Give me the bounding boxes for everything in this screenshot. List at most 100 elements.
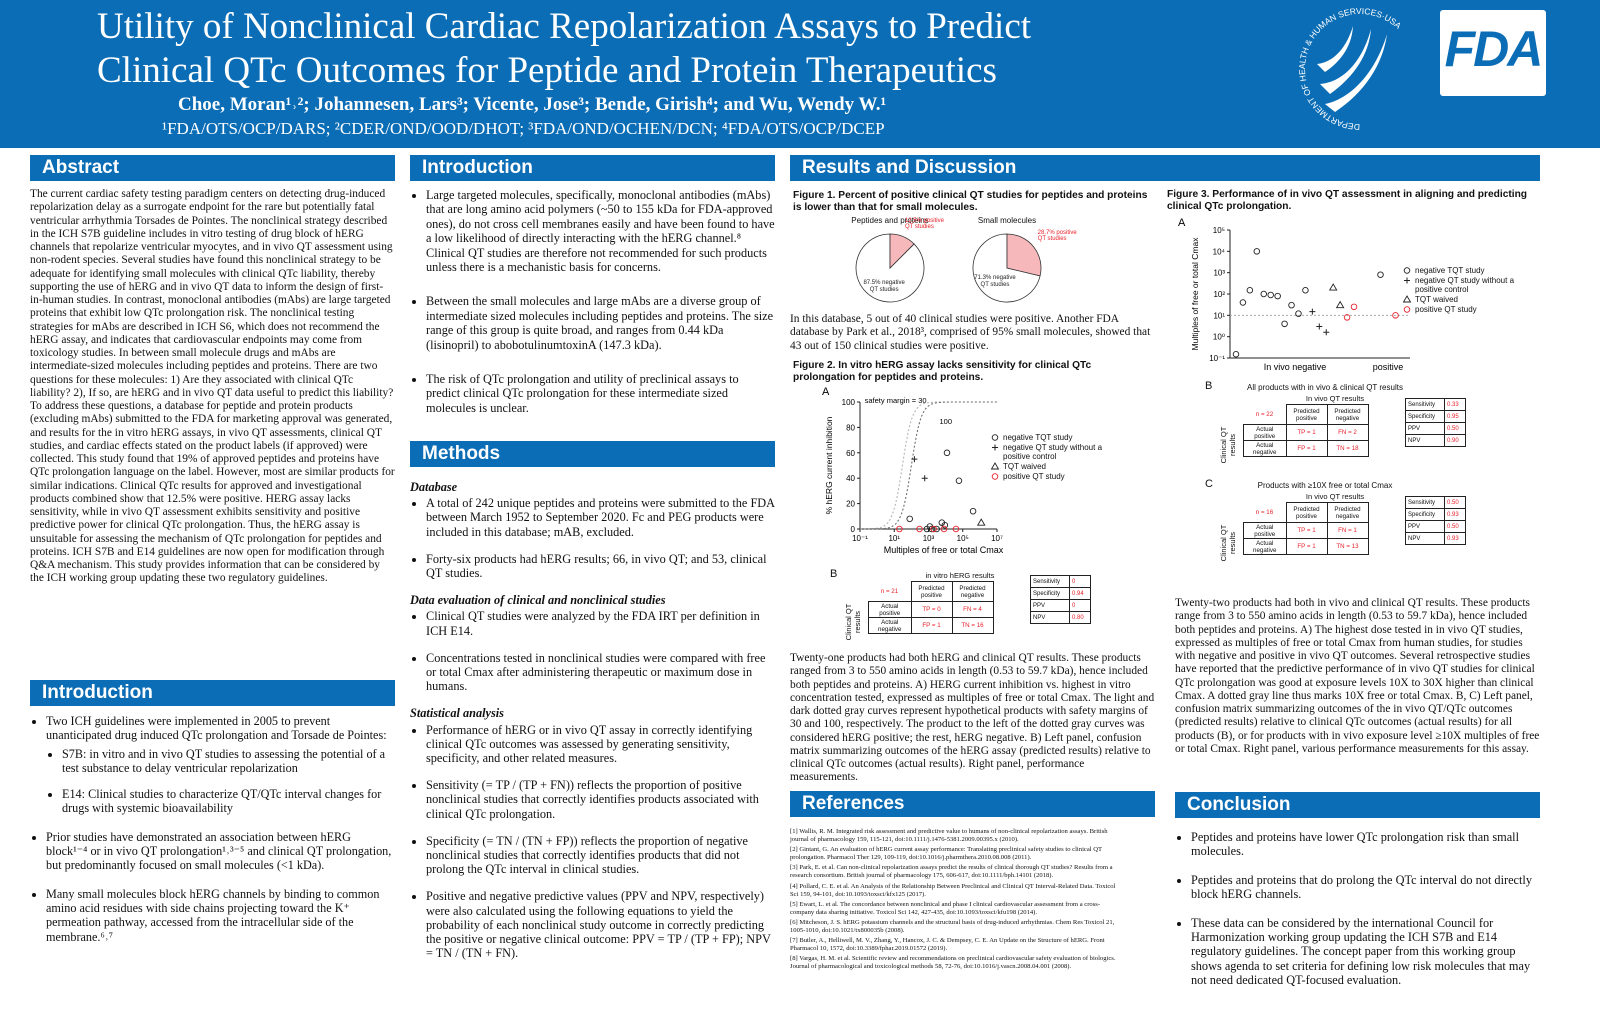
matrix-top-label: in vitro hERG results — [925, 571, 995, 580]
pie-title: Small molecules — [977, 216, 1037, 225]
legend-marker — [991, 473, 999, 480]
y-axis-label: Multiples of free or total Cmax — [1190, 237, 1200, 351]
fda-logo: FDA — [1444, 21, 1544, 77]
metric-row: PPV 0.50 — [1405, 520, 1466, 533]
matrix-side-label: Clinical QT results — [844, 603, 862, 641]
data-point — [923, 525, 931, 533]
sub-item: S7B: in vitro and in vivo QT studies to … — [62, 747, 395, 776]
data-point — [1295, 310, 1302, 317]
safety-margin-curve — [860, 401, 997, 530]
pie-slice — [972, 233, 1041, 303]
data-point — [1260, 290, 1267, 298]
bullet-item: Positive and negative predictive values … — [426, 889, 775, 960]
reference: [6] Mitcheson, J. S. hERG potassium chan… — [790, 918, 1115, 935]
figure-1: Peptides and proteins 87.5% negative QT s… — [790, 216, 1155, 308]
x-tick-label: 10³ — [923, 534, 935, 543]
y-tick-label: 80 — [846, 423, 855, 432]
bullet-list: Performance of hERG or in vivo QT assay … — [410, 723, 775, 961]
matrix-side-label: Clinical QT results — [1219, 524, 1237, 562]
bullet-item: A total of 242 unique peptides and prote… — [426, 496, 775, 539]
legend-entry: negative QT study without a positive con… — [1402, 276, 1537, 294]
confusion-matrix: n = 22 Predicted positive Predicted negati… — [1243, 404, 1369, 457]
matrix-row: n = 22 Predicted positive Predicted negati… — [1244, 404, 1369, 425]
legend-entry: TQT waived — [990, 462, 1125, 471]
pie-slice — [1006, 233, 1042, 277]
data-point — [1246, 286, 1254, 294]
y-tick-label: 100 — [842, 398, 856, 407]
panel-label: A — [1178, 217, 1186, 229]
data-point — [1403, 267, 1411, 274]
pie-label: 71.3% negative QT studies — [974, 275, 1016, 288]
data-point — [1302, 286, 1309, 294]
pie-label: 87.5% negative QT studies — [863, 280, 905, 293]
data-point — [990, 462, 1000, 470]
matrix-column-header: Predicted positive — [1285, 502, 1328, 523]
matrix-column-header: Predicted negative — [1326, 404, 1369, 425]
bullet-item: Between the small molecules and large mA… — [426, 294, 775, 352]
matrix-cell: FN = 2 — [1326, 424, 1369, 441]
legend-marker — [1403, 267, 1411, 274]
y-tick-label: 10⁻¹ — [1209, 354, 1225, 363]
data-point — [1335, 300, 1345, 309]
matrix-row: Actual negative FP = 1 TN = 16 — [868, 617, 994, 634]
matrix-top-label: In vivo QT results — [1305, 394, 1365, 403]
data-point — [991, 473, 999, 480]
data-point — [1377, 271, 1384, 278]
safety-margin-label: 100 — [940, 417, 953, 426]
subsection-heading: Data evaluation of clinical and nonclini… — [410, 593, 666, 608]
figure-caption: Figure 2. In vitro hERG assay lacks sens… — [793, 360, 1092, 383]
abstract-text: The current cardiac safety testing parad… — [30, 188, 395, 585]
matrix-column-header: Predicted positive — [910, 581, 953, 602]
metrics-table: Sensitivity 0 Specificity 0.94 PPV 0 NPV 0.80 — [1030, 575, 1091, 624]
data-point — [1274, 292, 1281, 300]
metric-row: NPV 0.80 — [1030, 611, 1091, 624]
metric-name: Sensitivity — [1405, 496, 1445, 509]
methods-body: Database A total of 242 unique peptides a… — [410, 476, 775, 973]
metric-name: Specificity — [1405, 508, 1445, 521]
subsection-heading: Statistical analysis — [410, 706, 504, 721]
data-point — [1328, 283, 1338, 291]
bullet-item: Many small molecules block hERG channels… — [46, 887, 395, 944]
metric-row: Sensitivity 0 — [1030, 575, 1091, 588]
legend-marker — [1403, 306, 1411, 313]
matrix-cell: TP = 0 — [910, 601, 953, 618]
y-tick-label: 10⁰ — [1213, 333, 1225, 342]
confusion-matrix: n = 16 Predicted positive Predicted negati… — [1243, 502, 1369, 555]
metric-value: 0.50 — [1444, 496, 1466, 509]
x-tick-label: 10⁵ — [957, 534, 969, 543]
matrix-row: Actual negative FP = 1 TN = 13 — [1243, 538, 1369, 555]
legend-entry: positive QT study — [990, 472, 1125, 481]
metric-value: 0.33 — [1444, 398, 1466, 411]
metric-value: 0 — [1069, 575, 1091, 588]
seal-swoosh — [1325, 34, 1387, 112]
data-point — [930, 525, 937, 533]
section-heading: Introduction — [410, 155, 775, 181]
matrix-row: Actual positive TP = 1 FN = 1 — [1243, 522, 1369, 539]
confusion-matrix: n = 21 Predicted positive Predicted negati… — [868, 581, 994, 634]
matrix-column-header: Predicted negative — [951, 581, 994, 602]
x-axis-label: Multiples of free or total Cmax — [884, 545, 1004, 555]
y-tick-label: 10¹ — [1213, 311, 1225, 320]
metric-value: 0.50 — [1444, 422, 1466, 435]
data-point — [991, 434, 999, 441]
bullet-list: Peptides and proteins have lower QTc pro… — [1175, 830, 1535, 988]
figure-caption: Figure 3. Performance of in vivo QT asse… — [1167, 189, 1528, 212]
panel-label: B — [1205, 380, 1213, 392]
safety-margin-label: safety margin = 30 — [865, 396, 927, 405]
matrix-row: n = 16 Predicted positive Predicted negati… — [1244, 502, 1369, 523]
metric-name: NPV — [1405, 532, 1445, 545]
matrix-side-label: Clinical QT results — [1219, 426, 1237, 464]
metric-value: 0.94 — [1069, 587, 1091, 600]
legend-label: positive QT study — [1415, 305, 1477, 314]
figure-text: Twenty-two products had both in vivo and… — [1175, 597, 1540, 755]
metric-name: PPV — [1405, 520, 1445, 533]
matrix-row: Actual negative FP = 1 TN = 18 — [1243, 440, 1369, 457]
reference: [8] Vargas, H. M. et al. Scientific revi… — [790, 955, 1116, 971]
matrix-row-header: Actual negative — [868, 617, 912, 634]
title-line: Clinical QTc Outcomes for Peptide and Pr… — [97, 50, 997, 91]
data-point — [955, 477, 963, 484]
fda-logo-box — [1440, 10, 1546, 96]
reference: [2] Gintant, G. An evaluation of hERG cu… — [790, 846, 1102, 862]
conclusion-list: Peptides and proteins have lower QTc pro… — [1175, 830, 1535, 1002]
data-point — [1316, 323, 1323, 330]
